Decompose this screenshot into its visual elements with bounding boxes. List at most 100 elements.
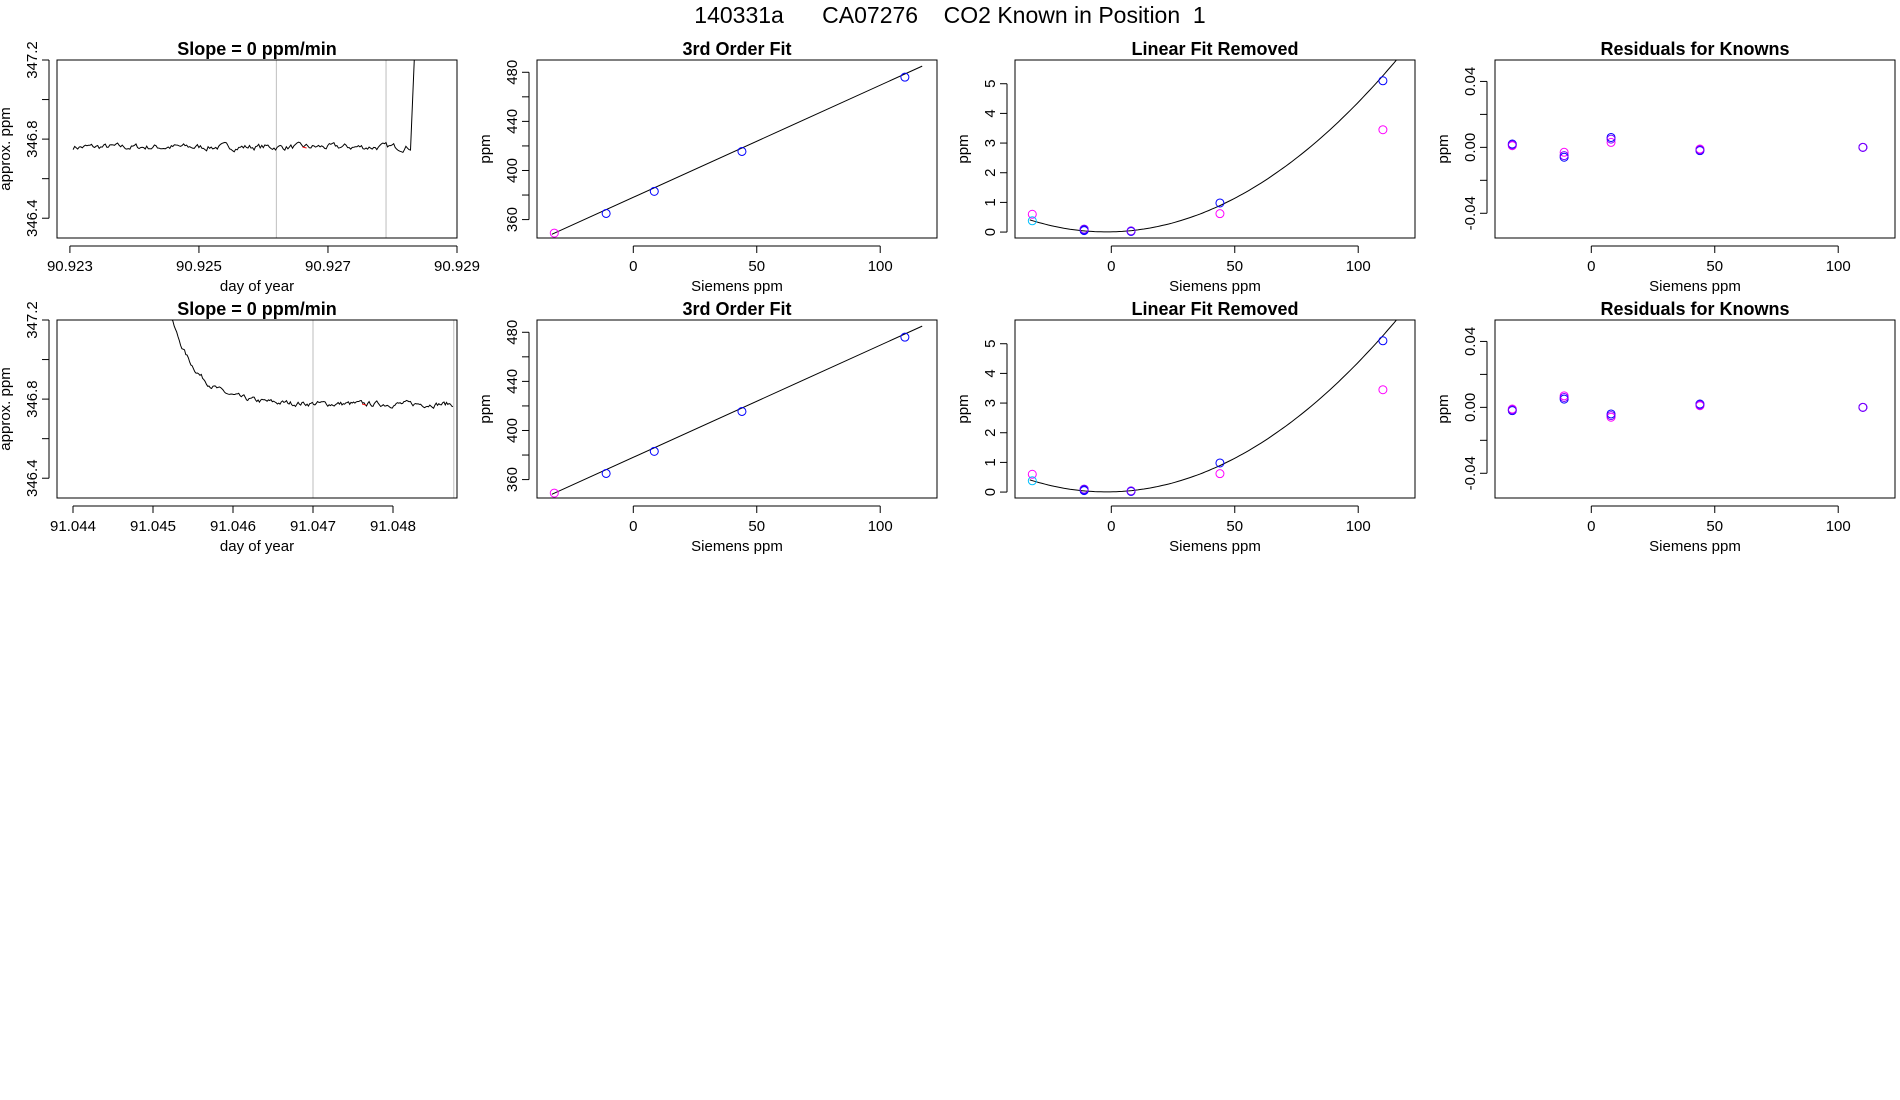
y-tick-label: -0.04	[1462, 196, 1479, 230]
y-tick-label: 440	[504, 369, 521, 394]
data-point-purple	[1559, 151, 1569, 161]
panel-title: Linear Fit Removed	[1131, 299, 1298, 319]
data-point-blue	[1378, 336, 1388, 346]
data-point-cyan	[1027, 476, 1037, 486]
y-tick-label: 5	[982, 80, 999, 88]
panel-0-3: Residuals for Knowns 0 50 100 Siemens ppm -0.…	[1435, 39, 1896, 295]
y-tick-label: 346.4	[24, 199, 41, 237]
data-point-magenta	[549, 228, 559, 238]
red-marker	[302, 146, 307, 149]
panel-title: 3rd Order Fit	[682, 39, 791, 59]
plot-area	[1027, 320, 1398, 496]
x-tick-label: 50	[748, 258, 765, 275]
y-tick-label: 2	[982, 429, 999, 437]
x-tick-label: 50	[1706, 518, 1723, 535]
data-point-purple	[1079, 484, 1089, 494]
y-tick-label: 2	[982, 169, 999, 177]
y-tick-label: 0.04	[1462, 67, 1479, 96]
x-tick-label: 0	[629, 518, 637, 535]
page-title: 140331a CA07276 CO2 Known in Position 1	[694, 2, 1206, 28]
x-tick-label: 0	[1107, 258, 1115, 275]
x-tick-label: 90.929	[434, 258, 480, 275]
data-point-purple	[1858, 402, 1868, 412]
data-point-purple	[1858, 142, 1868, 152]
data-point-purple	[1559, 392, 1569, 402]
data-point-blue	[1215, 198, 1225, 208]
data-point-purple	[1507, 405, 1517, 415]
y-tick-label: 480	[504, 320, 521, 345]
x-axis-label: Siemens ppm	[691, 538, 783, 555]
data-point-purple	[1126, 226, 1136, 236]
y-tick-label: 347.2	[24, 301, 41, 339]
x-tick-label: 100	[1826, 258, 1851, 275]
data-point-magenta	[1378, 385, 1388, 395]
y-tick-label: 480	[504, 60, 521, 85]
x-tick-label: 90.925	[176, 258, 222, 275]
data-point-blue	[1215, 458, 1225, 468]
data-point-blue	[900, 332, 910, 342]
data-point-magenta	[1027, 469, 1037, 479]
x-tick-label: 50	[1226, 258, 1243, 275]
data-point-cyan	[1027, 216, 1037, 226]
y-tick-label: 1	[982, 458, 999, 466]
panel-title: 3rd Order Fit	[682, 299, 791, 319]
x-tick-label: 50	[1226, 518, 1243, 535]
y-tick-label: 360	[504, 467, 521, 492]
panel-title: Residuals for Knowns	[1600, 299, 1789, 319]
data-point-blue	[737, 146, 747, 156]
data-point-purple	[1695, 145, 1705, 155]
y-tick-label: 346.4	[24, 459, 41, 497]
x-tick-label: 91.044	[50, 518, 96, 535]
y-tick-label: 347.2	[24, 41, 41, 79]
fit-curve	[1029, 60, 1398, 233]
plot-area	[171, 320, 454, 409]
y-tick-label: 346.8	[24, 120, 41, 158]
plot-area	[72, 60, 415, 154]
data-point-purple	[1695, 400, 1705, 410]
data-point-magenta	[1215, 209, 1225, 219]
panel-title: Linear Fit Removed	[1131, 39, 1298, 59]
x-axis-label: day of year	[220, 538, 294, 555]
plot-frame	[536, 319, 938, 499]
x-tick-label: 0	[1107, 518, 1115, 535]
fit-line	[551, 325, 923, 495]
x-tick-label: 91.046	[210, 518, 256, 535]
panel-1-3: Residuals for Knowns 0 50 100 Siemens ppm -0.…	[1435, 299, 1896, 555]
y-tick-label: 440	[504, 109, 521, 134]
y-tick-label: 3	[982, 399, 999, 407]
x-axis-label: Siemens ppm	[1649, 538, 1741, 555]
data-point-blue	[900, 72, 910, 82]
y-axis-label: approx. ppm	[0, 107, 14, 190]
y-axis-label: ppm	[955, 394, 972, 423]
data-point-blue	[649, 446, 659, 456]
panel-1-1: 3rd Order Fit 0 50 100 Siemens ppm 360 400 440 4…	[477, 299, 938, 555]
data-point-purple	[1507, 140, 1517, 150]
data-point-purple	[1606, 411, 1616, 421]
panel-title: Slope = 0 ppm/min	[177, 39, 337, 59]
x-tick-label: 100	[868, 518, 893, 535]
y-tick-label: 4	[982, 369, 999, 377]
x-tick-label: 50	[1706, 258, 1723, 275]
x-tick-label: 91.048	[370, 518, 416, 535]
x-tick-label: 100	[1346, 518, 1371, 535]
fit-line	[551, 65, 923, 235]
x-tick-label: 90.927	[305, 258, 351, 275]
x-tick-label: 100	[1826, 518, 1851, 535]
plot-frame	[1014, 59, 1416, 239]
plot-area	[1507, 391, 1868, 422]
x-tick-label: 50	[748, 518, 765, 535]
y-axis-label: ppm	[1435, 394, 1452, 423]
data-point-blue	[601, 208, 611, 218]
data-point-magenta	[1378, 125, 1388, 135]
plot-area	[1507, 132, 1868, 162]
y-tick-label: 0.00	[1462, 393, 1479, 422]
x-axis-label: day of year	[220, 278, 294, 295]
plot-frame	[56, 59, 458, 239]
x-axis-label: Siemens ppm	[1649, 278, 1741, 295]
y-axis-label: approx. ppm	[0, 367, 14, 450]
data-point-magenta	[1027, 209, 1037, 219]
panel-0-1: 3rd Order Fit 0 50 100 Siemens ppm 360 400 440 4…	[477, 39, 938, 295]
x-tick-label: 91.047	[290, 518, 336, 535]
panel-0-0: Slope = 0 ppm/min 90.923 90.925 90.927 90.92…	[0, 39, 480, 295]
panel-1-0: Slope = 0 ppm/min 91.044 91.045 91.046 91.04…	[0, 299, 458, 555]
